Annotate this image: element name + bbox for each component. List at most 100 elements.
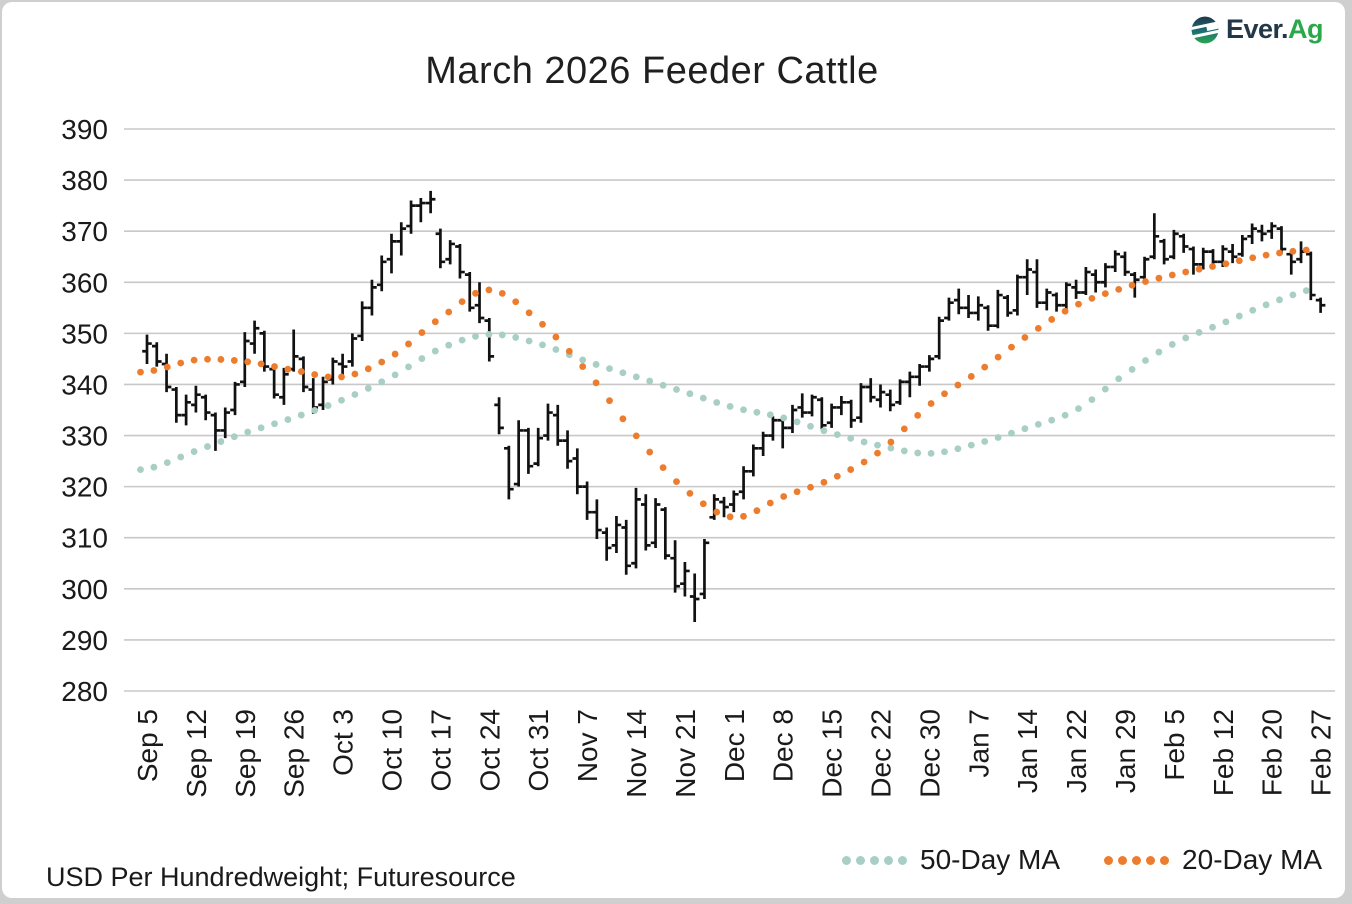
everag-logo: Ever.Ag: [1191, 14, 1324, 45]
price-bar: [151, 342, 162, 367]
ma20-dot: [1048, 316, 1056, 323]
ma50-dot: [1168, 341, 1176, 348]
ma20-dot: [1008, 343, 1015, 351]
ma20-dot: [539, 320, 546, 328]
price-bar: [856, 383, 866, 423]
price-bar: [670, 540, 680, 593]
ma20-dot: [1128, 281, 1136, 289]
ma20-dot: [552, 333, 560, 341]
legend-label-ma20: 20-Day MA: [1182, 844, 1323, 875]
ma50-dot: [391, 371, 399, 379]
price-bar: [738, 466, 749, 500]
price-bar: [435, 228, 446, 269]
ma20-dot: [565, 347, 573, 355]
ma50-dot: [552, 346, 560, 353]
ma50-dot: [525, 337, 533, 345]
ma20-dot: [954, 381, 962, 389]
price-bar: [1041, 288, 1052, 311]
ma20-dot: [847, 466, 855, 473]
price-bar: [455, 243, 465, 279]
x-axis-tick-label: Nov 14: [621, 709, 652, 798]
ma20-dot: [713, 508, 721, 516]
ma20-dot: [740, 512, 747, 520]
ma50-dot: [1075, 405, 1082, 413]
ma50-dot: [230, 433, 238, 441]
price-bar: [523, 427, 534, 474]
ma50-dot: [458, 336, 466, 344]
ma50-dot: [579, 356, 587, 364]
ma20-dot: [793, 488, 801, 496]
ma50-dot: [431, 347, 439, 355]
price-bar: [1306, 251, 1316, 301]
price-bar: [181, 394, 191, 426]
ma50-dot: [405, 363, 412, 371]
x-axis-tick-label: Jan 7: [963, 709, 994, 778]
ma20-dot: [780, 493, 788, 500]
ma20-dot: [485, 286, 493, 294]
price-bar: [562, 430, 573, 469]
ma50-dot: [1249, 306, 1257, 314]
price-bar: [504, 445, 514, 500]
ma50-dot: [137, 466, 144, 474]
ma50-dot: [780, 414, 788, 422]
price-bar: [1286, 251, 1297, 275]
ma50-dot: [418, 355, 426, 362]
price-bar: [924, 355, 935, 372]
price-bar: [484, 318, 495, 362]
ma20-dot: [1115, 285, 1123, 293]
price-bar: [1169, 229, 1179, 260]
ma50-dot: [699, 394, 707, 402]
ma20-dot: [1302, 246, 1310, 254]
ma50-dot: [1235, 312, 1243, 320]
price-bar: [895, 379, 905, 405]
x-axis-tick-label: Sep 19: [230, 709, 261, 798]
x-axis-tick-label: Feb 12: [1208, 709, 1239, 796]
ma50-dot: [1302, 287, 1310, 294]
y-axis-tick-label: 390: [61, 114, 108, 145]
x-axis-tick-label: Feb 5: [1159, 709, 1190, 781]
ma50-dot: [163, 459, 171, 467]
ma50-swatch-dots: [842, 855, 907, 865]
ma50-dot: [1195, 329, 1203, 336]
price-bar: [729, 490, 739, 513]
price-bar: [631, 487, 641, 569]
x-axis-tick-label: Dec 1: [719, 709, 750, 782]
ma50-dot: [954, 445, 962, 453]
ma50-dot: [619, 369, 627, 377]
price-bar: [1276, 226, 1287, 255]
price-bar: [758, 431, 768, 456]
ma50-dot: [646, 377, 654, 385]
price-bar: [1149, 213, 1160, 260]
ma20-dot: [726, 513, 734, 521]
price-bar: [210, 412, 221, 451]
price-bar: [797, 393, 808, 418]
x-axis-tick-label: Sep 12: [181, 709, 212, 798]
ma50-dot: [177, 453, 185, 461]
ma20-dot: [1222, 260, 1230, 268]
ma50-dot: [244, 428, 252, 436]
ma20-dot: [592, 379, 600, 387]
price-bar: [748, 444, 759, 477]
price-bar: [288, 329, 299, 372]
source-note: USD Per Hundredweight; Futuresource: [46, 862, 516, 892]
price-bar: [1002, 295, 1013, 317]
price-bar: [543, 403, 553, 441]
ma20-dot: [271, 363, 278, 370]
ma50-dot: [606, 365, 613, 373]
price-bar: [240, 332, 250, 388]
ma50-dot: [981, 438, 989, 445]
ma50-dot: [1034, 420, 1042, 428]
brand-text: Ever.Ag: [1225, 14, 1324, 44]
ma50-dot: [1289, 291, 1297, 299]
price-bar: [357, 301, 367, 342]
ma20-dot: [1209, 263, 1216, 270]
ma50-dot: [1262, 301, 1270, 309]
price-bar: [533, 427, 543, 467]
y-axis-tick-label: 370: [61, 216, 108, 247]
price-bar: [836, 395, 847, 416]
ma50-dot: [217, 438, 225, 445]
price-bar: [406, 200, 416, 234]
ma20-dot: [673, 478, 680, 486]
ma50-dot: [257, 424, 265, 432]
x-axis-tick-label: Dec 30: [914, 709, 945, 798]
